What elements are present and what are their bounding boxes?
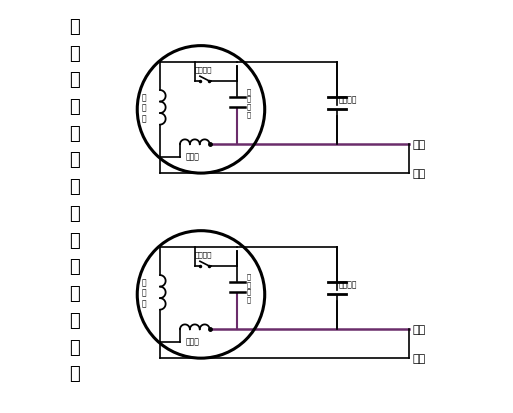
Text: 运: 运 [69,338,80,356]
Text: 副
绕
组: 副 绕 组 [142,93,147,123]
Text: 单: 单 [69,18,80,36]
Text: 高心开关: 高心开关 [194,66,212,73]
Text: 电: 电 [69,71,80,89]
Text: 运行电容: 运行电容 [339,280,358,289]
Text: 起: 起 [69,204,80,223]
Text: 火线: 火线 [412,140,426,150]
Text: 运行电容: 运行电容 [339,95,358,104]
Text: 副绕组: 副绕组 [186,337,200,346]
Text: 行: 行 [69,364,80,382]
Text: 火线: 火线 [412,325,426,335]
Text: 零线: 零线 [412,353,426,363]
Text: 电: 电 [69,285,80,302]
Text: 零线: 零线 [412,169,426,179]
Text: 机: 机 [69,98,80,116]
Text: 主绕组: 主绕组 [186,152,200,161]
Text: 大: 大 [69,124,80,142]
Text: 起
动
电
容: 起 动 电 容 [247,88,251,117]
Text: 高心开关: 高心开关 [194,251,212,258]
Text: 主
绕
组: 主 绕 组 [142,278,147,308]
Text: 容: 容 [69,178,80,196]
Text: 起
动
电
容: 起 动 电 容 [247,273,251,302]
Text: 容: 容 [69,311,80,329]
Text: 电: 电 [69,151,80,169]
Text: 小: 小 [69,258,80,276]
Text: 相: 相 [69,45,80,62]
Text: 动: 动 [69,231,80,249]
